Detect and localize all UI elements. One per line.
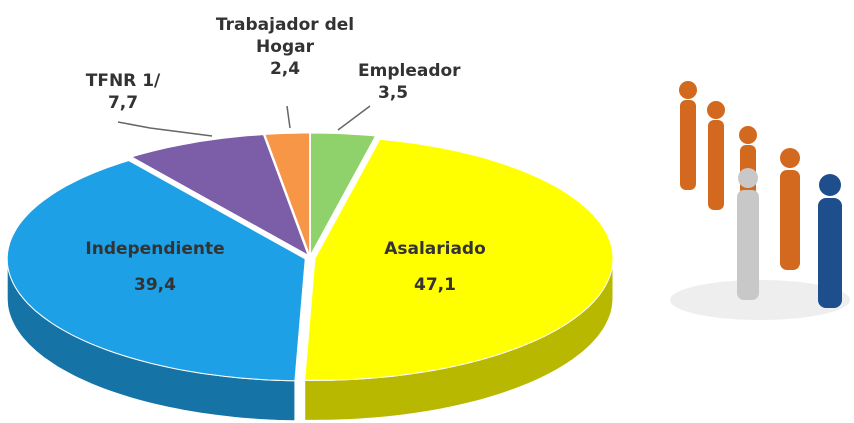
category-label: Trabajador del Hogar	[215, 14, 355, 58]
leader-line	[287, 106, 290, 128]
category-label: Asalariado	[360, 238, 510, 260]
label: Asalariado 47,1	[360, 238, 510, 296]
category-label: TFNR 1/	[68, 70, 178, 92]
label: Empleador 3,5	[358, 60, 518, 104]
leader-line	[338, 106, 370, 130]
category-label: Independiente	[60, 238, 250, 260]
value-label: 47,1	[360, 274, 510, 296]
value-label: 3,5	[358, 82, 518, 104]
leader-line	[118, 122, 212, 136]
page: Empleador 3,5 Asalariado 47,1 Independie…	[0, 0, 854, 423]
label: TFNR 1/ 7,7	[68, 70, 178, 114]
value-label: 7,7	[68, 92, 178, 114]
label: Trabajador del Hogar 2,4	[215, 14, 355, 80]
value-label: 2,4	[215, 58, 355, 80]
category-label: Empleador	[358, 60, 518, 82]
value-label: 39,4	[60, 274, 250, 296]
label: Independiente 39,4	[60, 238, 250, 296]
people-illustration	[670, 81, 850, 320]
